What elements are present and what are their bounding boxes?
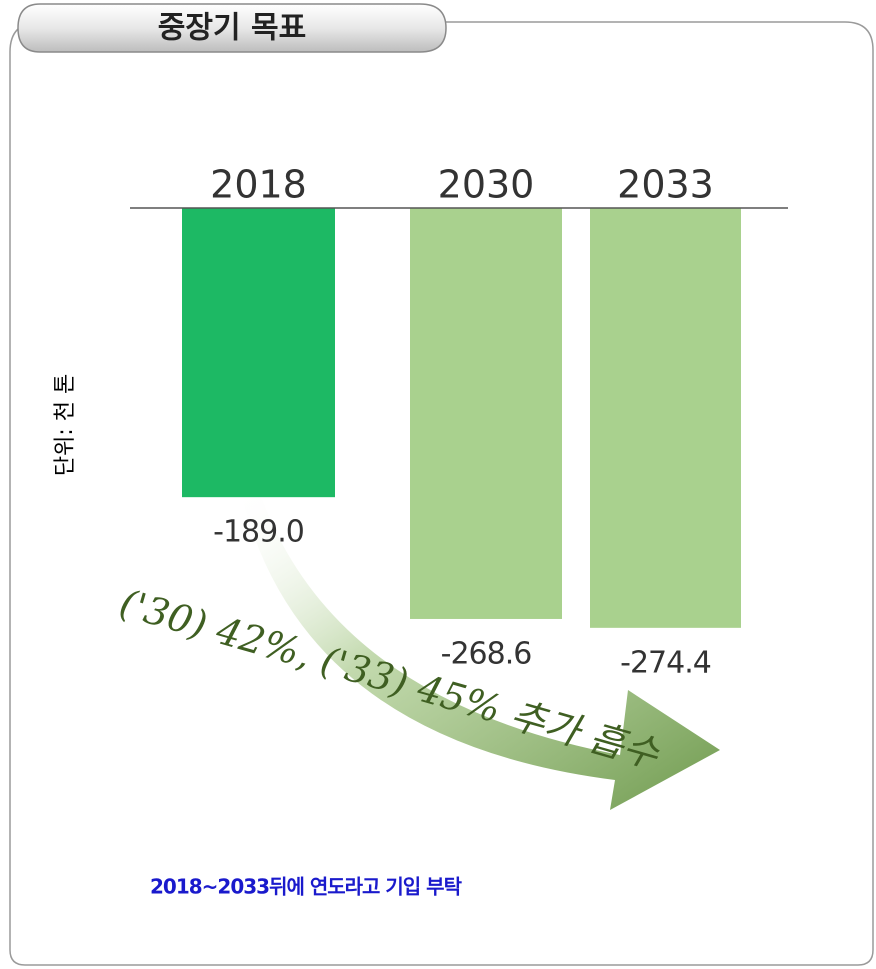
x-tick-label: 2018	[210, 163, 307, 207]
x-tick-label: 2030	[438, 163, 535, 207]
value-label: -274.4	[620, 645, 711, 680]
bar	[410, 208, 562, 619]
bar	[182, 208, 335, 498]
chart-title: 중장기 목표	[158, 11, 306, 46]
annotation: ('30) 42%, ('33) 45% 추가 흡수	[115, 580, 666, 777]
bar	[590, 208, 741, 628]
note: 2018~2033뒤에 연도라고 기입 부탁	[150, 875, 463, 899]
x-tick-label: 2033	[617, 163, 714, 207]
value-label: -189.0	[213, 515, 304, 550]
frame	[9, 21, 874, 966]
y-axis-label: 단위: 천 톤	[53, 374, 78, 476]
title-tab	[17, 3, 447, 53]
value-label: -268.6	[441, 636, 532, 671]
arrow	[240, 488, 720, 810]
